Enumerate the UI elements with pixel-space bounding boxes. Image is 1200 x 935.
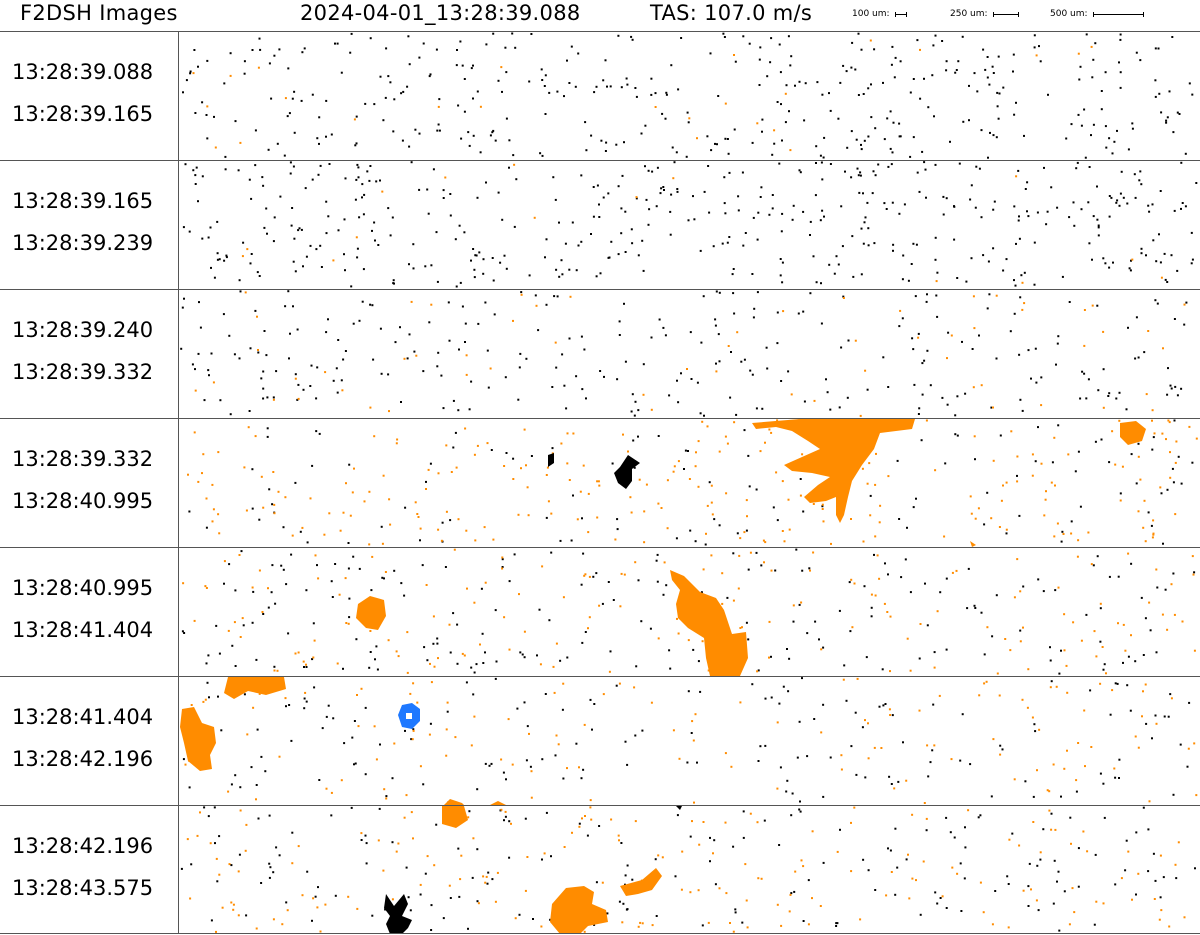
strip-start-time: 13:28:41.404 (12, 705, 154, 729)
image-strip: 13:28:39.332 13:28:40.995 (0, 418, 1200, 547)
strip-time-range: 13:28:41.404 13:28:42.196 (0, 677, 179, 805)
particle-image (181, 548, 1196, 676)
strip-start-time: 13:28:39.165 (12, 189, 154, 213)
image-strip: 13:28:39.240 13:28:39.332 (0, 289, 1200, 418)
orange-particle (180, 707, 216, 771)
particle-specks (187, 419, 1198, 546)
strip-end-time: 13:28:39.239 (12, 231, 154, 255)
image-strips: 13:28:39.088 13:28:39.165 13:28:39.165 1… (0, 31, 1200, 935)
timestamp-label: 2024-04-01_13:28:39.088 (300, 1, 581, 25)
particle-specks (180, 290, 1188, 417)
header-bar: F2DSH Images 2024-04-01_13:28:39.088 TAS… (0, 0, 1200, 32)
orange-particle (490, 801, 506, 805)
scale-bar-500um-line (1092, 11, 1144, 17)
particle-specks (182, 161, 1198, 288)
particle-specks (182, 32, 1194, 159)
strip-time-range: 13:28:39.088 13:28:39.165 (0, 32, 179, 160)
strip-start-time: 13:28:40.995 (12, 576, 154, 600)
page-title: F2DSH Images (20, 1, 178, 25)
scale-label-100um: 100 um: (852, 9, 890, 19)
scale-bar-100um-line (894, 11, 907, 17)
particle-image (180, 290, 1188, 417)
strip-end-time: 13:28:39.332 (12, 360, 154, 384)
strip-start-time: 13:28:39.088 (12, 60, 154, 84)
particle-specks (180, 806, 1196, 933)
image-strip: 13:28:39.088 13:28:39.165 (0, 31, 1200, 160)
scale-bar-250um-line (992, 11, 1019, 17)
image-strip: 13:28:42.196 13:28:43.575 (0, 805, 1200, 934)
strip-end-time: 13:28:39.165 (12, 102, 154, 126)
particle-image (180, 806, 1196, 934)
strip-end-time: 13:28:40.995 (12, 489, 154, 513)
image-strip: 13:28:39.165 13:28:39.239 (0, 160, 1200, 289)
orange-particle (970, 541, 976, 547)
orange-particle (752, 419, 915, 523)
orange-particle (620, 868, 662, 896)
orange-particle (224, 677, 286, 699)
tas-label: TAS: 107.0 m/s (650, 1, 813, 25)
particle-image (187, 419, 1198, 547)
black-particle (548, 453, 554, 467)
orange-particle (442, 806, 468, 828)
blue-particle (398, 703, 420, 729)
strip-end-time: 13:28:43.575 (12, 876, 154, 900)
strip-time-range: 13:28:40.995 13:28:41.404 (0, 548, 179, 676)
orange-particle (550, 886, 608, 934)
scale-bar-500um: 500 um: (1050, 9, 1144, 19)
bottom-divider (0, 933, 1200, 934)
orange-particle (356, 596, 386, 630)
image-strip: 13:28:40.995 13:28:41.404 (0, 547, 1200, 676)
strip-time-range: 13:28:39.332 13:28:40.995 (0, 419, 179, 547)
scale-label-250um: 250 um: (950, 9, 988, 19)
particle-image (182, 32, 1194, 159)
strip-end-time: 13:28:42.196 (12, 747, 154, 771)
black-particle (384, 894, 412, 934)
strip-start-time: 13:28:42.196 (12, 834, 154, 858)
strip-start-time: 13:28:39.332 (12, 447, 154, 471)
strip-time-range: 13:28:42.196 13:28:43.575 (0, 806, 179, 934)
strip-time-range: 13:28:39.240 13:28:39.332 (0, 290, 179, 418)
image-strip: 13:28:41.404 13:28:42.196 (0, 676, 1200, 805)
scale-bar-100um: 100 um: (852, 9, 907, 19)
strip-time-range: 13:28:39.165 13:28:39.239 (0, 161, 179, 289)
particle-specks (182, 677, 1198, 804)
orange-particle (1120, 421, 1146, 445)
black-particle (614, 455, 640, 489)
strip-start-time: 13:28:39.240 (12, 318, 154, 342)
particle-image (180, 677, 1198, 805)
orange-particle (444, 799, 464, 805)
scale-bar-250um: 250 um: (950, 9, 1019, 19)
particle-image (182, 161, 1198, 288)
black-particle (676, 806, 682, 810)
orange-particle (670, 570, 748, 676)
scale-label-500um: 500 um: (1050, 9, 1088, 19)
strip-end-time: 13:28:41.404 (12, 618, 154, 642)
